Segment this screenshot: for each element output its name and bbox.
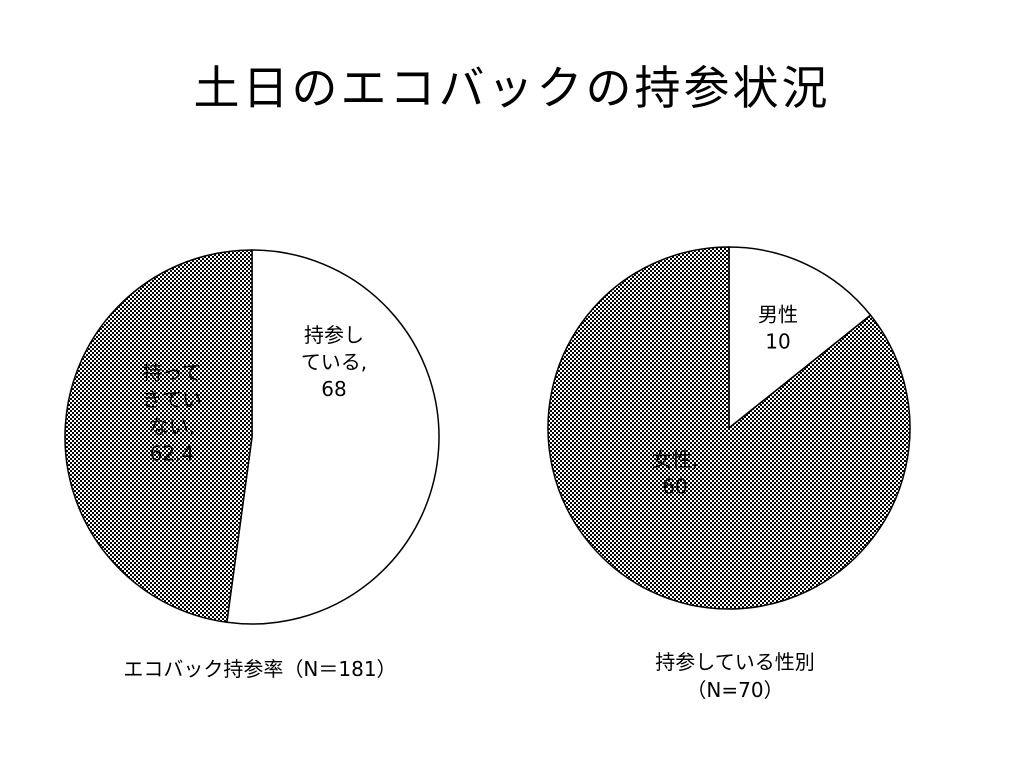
chart-caption-bag-rate: エコバック持参率（N＝181） [123,657,397,681]
chart-caption-gender-line2: （N=70） [686,678,784,702]
pie-label-gender-0: 男性 10 [758,303,798,354]
pie-label-bag-rate-0: 持参している, 68 [301,323,367,401]
pie-slice-bag-rate-1 [64,249,253,624]
pie-slice-gender-1 [547,246,911,610]
chart-caption-gender-line1: 持参している性別 [655,650,815,674]
chart-caption-gender: 持参している性別 （N=70） [570,648,900,704]
pie-label-bag-rate-1: 持ってきていない, 62.4 [142,361,202,466]
slide-title: 土日のエコバックの持参状況 [193,61,831,115]
pie-slice-gender-0 [728,246,872,430]
pie-label-gender-1: 女性, 60 [652,448,698,499]
pie-slice-bag-rate-0 [226,249,440,625]
